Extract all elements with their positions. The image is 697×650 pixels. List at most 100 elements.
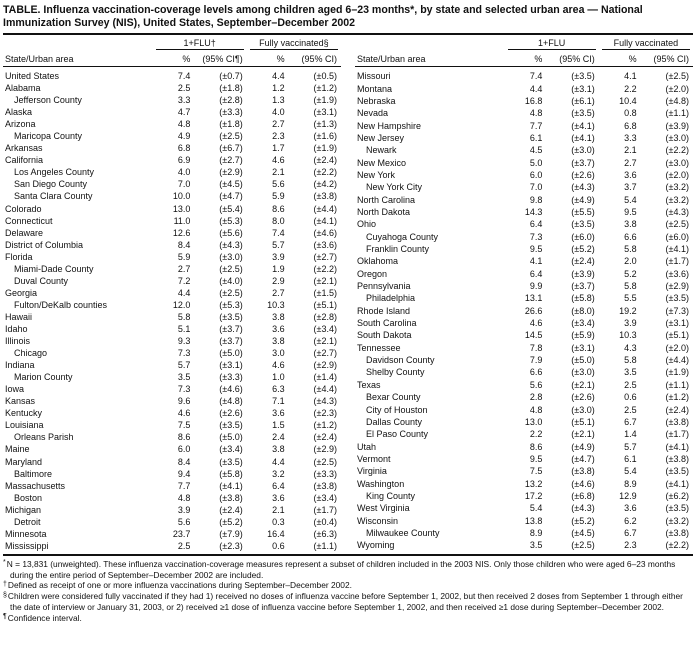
area-name-cell: Boston bbox=[14, 492, 43, 503]
fully-vaccinated-ci-cell: (±1.4) bbox=[313, 372, 337, 383]
flu-percent-cell: 7.0 bbox=[529, 182, 543, 193]
fully-vaccinated-ci-cell: (±1.1) bbox=[313, 540, 337, 551]
table-row: West Virginia 5.4 (±4.3) 3.6 (±3.5) bbox=[355, 502, 693, 514]
flu-ci-cell: (±2.6) bbox=[219, 408, 243, 419]
flu-ci-cell: (±3.5) bbox=[219, 420, 243, 431]
fully-vaccinated-ci-cell: (±2.1) bbox=[313, 275, 337, 286]
flu-percent-cell: 14.5 bbox=[524, 330, 543, 341]
fully-vaccinated-percent-cell: 1.5 bbox=[272, 420, 285, 431]
fully-vaccinated-percent-cell: 3.8 bbox=[272, 311, 285, 322]
footnote: ¶Confidence interval. bbox=[3, 612, 82, 623]
flu-ci-cell: (±3.8) bbox=[571, 466, 595, 477]
table-title: TABLE. Influenza vaccination-coverage le… bbox=[3, 4, 643, 29]
area-name-cell: Missouri bbox=[357, 71, 391, 82]
area-name-cell: Connecticut bbox=[5, 215, 53, 226]
fully-vaccinated-percent-cell: 5.5 bbox=[624, 293, 637, 304]
table-row: Franklin County 9.5 (±5.2) 5.8 (±4.1) bbox=[355, 243, 693, 255]
fully-vaccinated-ci-cell: (±0.5) bbox=[313, 71, 337, 81]
flu-percent-cell: 13.2 bbox=[524, 478, 543, 489]
area-name-cell: Alaska bbox=[5, 107, 33, 118]
fully-vaccinated-ci-cell: (±4.1) bbox=[665, 478, 689, 489]
flu-ci-cell: (±5.2) bbox=[219, 516, 243, 527]
flu-ci-cell: (±1.8) bbox=[219, 119, 243, 130]
fully-vaccinated-ci-cell: (±2.0) bbox=[665, 169, 689, 180]
flu-ci-cell: (±5.5) bbox=[571, 207, 595, 218]
flu-percent-cell: 8.6 bbox=[529, 441, 543, 452]
flu-ci-cell: (±2.5) bbox=[219, 287, 243, 298]
flu-ci-cell: (±4.0) bbox=[219, 275, 243, 286]
fully-vaccinated-ci-cell: (±4.8) bbox=[665, 95, 689, 106]
flu-ci-cell: (±5.9) bbox=[571, 330, 595, 341]
header-state-urban-area: State/Urban area bbox=[355, 50, 505, 67]
fully-vaccinated-ci-cell: (±2.5) bbox=[665, 71, 689, 82]
flu-percent-cell: 17.2 bbox=[524, 490, 543, 501]
flu-ci-cell: (±3.8) bbox=[219, 492, 243, 503]
flu-ci-cell: (±0.7) bbox=[219, 71, 243, 81]
area-name-cell: Jefferson County bbox=[14, 95, 82, 106]
flu-percent-cell: 7.3 bbox=[177, 384, 191, 395]
table-row: Nebraska 16.8 (±6.1) 10.4 (±4.8) bbox=[355, 95, 693, 107]
group-header-fully-vaccinated: Fully vaccinated§ bbox=[249, 38, 338, 50]
area-name-cell: New Jersey bbox=[357, 132, 405, 143]
area-name-cell: Utah bbox=[357, 441, 377, 452]
fully-vaccinated-ci-cell: (±3.8) bbox=[313, 191, 337, 202]
flu-ci-cell: (±3.1) bbox=[219, 360, 243, 371]
flu-ci-cell: (±3.3) bbox=[219, 107, 243, 118]
header-95ci: (95% CI) bbox=[542, 50, 599, 67]
fully-vaccinated-ci-cell: (±2.1) bbox=[313, 336, 337, 347]
flu-percent-cell: 4.6 bbox=[177, 408, 191, 419]
fully-vaccinated-percent-cell: 4.6 bbox=[272, 360, 285, 371]
flu-ci-cell: (±4.1) bbox=[571, 120, 595, 131]
header-percent: % bbox=[246, 50, 285, 67]
table-row: Alabama 2.5 (±1.8) 1.2 (±1.2) bbox=[3, 82, 341, 94]
flu-percent-cell: 7.4 bbox=[529, 71, 543, 82]
area-name-cell: Massachusetts bbox=[5, 480, 66, 491]
fully-vaccinated-percent-cell: 5.4 bbox=[624, 466, 637, 477]
flu-ci-cell: (±4.5) bbox=[219, 179, 243, 190]
footnote-marker: § bbox=[3, 591, 7, 599]
fully-vaccinated-ci-cell: (±1.9) bbox=[665, 367, 689, 378]
table-row: New York 6.0 (±2.6) 3.6 (±2.0) bbox=[355, 169, 693, 181]
flu-ci-cell: (±2.5) bbox=[219, 131, 243, 142]
flu-percent-cell: 13.1 bbox=[524, 293, 543, 304]
table-row: Shelby County 6.6 (±3.0) 3.5 (±1.9) bbox=[355, 366, 693, 378]
fully-vaccinated-percent-cell: 4.1 bbox=[624, 71, 637, 82]
table-row: Jefferson County 3.3 (±2.8) 1.3 (±1.9) bbox=[3, 94, 341, 106]
fully-vaccinated-percent-cell: 3.6 bbox=[272, 408, 285, 419]
area-name-cell: Franklin County bbox=[366, 244, 430, 255]
fully-vaccinated-ci-cell: (±1.2) bbox=[313, 83, 337, 94]
table-row: District of Columbia 8.4 (±4.3) 5.7 (±3.6) bbox=[3, 239, 341, 251]
fully-vaccinated-percent-cell: 10.4 bbox=[619, 95, 637, 106]
flu-ci-cell: (±6.8) bbox=[571, 490, 595, 501]
fully-vaccinated-percent-cell: 3.8 bbox=[272, 336, 285, 347]
area-name-cell: South Carolina bbox=[357, 318, 417, 329]
flu-ci-cell: (±5.8) bbox=[219, 468, 243, 479]
flu-percent-cell: 2.5 bbox=[177, 540, 191, 551]
table-row: City of Houston 4.8 (±3.0) 2.5 (±2.4) bbox=[355, 403, 693, 415]
table-row: Indiana 5.7 (±3.1) 4.6 (±2.9) bbox=[3, 359, 341, 371]
table-row: Orleans Parish 8.6 (±5.0) 2.4 (±2.4) bbox=[3, 431, 341, 443]
flu-percent-cell: 4.4 bbox=[177, 287, 191, 298]
fully-vaccinated-percent-cell: 16.4 bbox=[267, 528, 285, 539]
flu-percent-cell: 4.4 bbox=[529, 83, 543, 94]
area-name-cell: Arizona bbox=[5, 119, 36, 130]
area-name-cell: El Paso County bbox=[366, 429, 429, 440]
area-name-cell: Colorado bbox=[5, 203, 42, 214]
table-row: Miami-Dade County 2.7 (±2.5) 1.9 (±2.2) bbox=[3, 263, 341, 275]
fully-vaccinated-ci-cell: (±1.5) bbox=[313, 287, 337, 298]
fully-vaccinated-percent-cell: 19.2 bbox=[619, 305, 637, 316]
area-name-cell: Milwaukee County bbox=[366, 527, 440, 538]
area-name-cell: Alabama bbox=[5, 83, 41, 94]
flu-ci-cell: (±3.5) bbox=[571, 71, 595, 82]
flu-percent-cell: 23.7 bbox=[172, 528, 191, 539]
fully-vaccinated-percent-cell: 1.4 bbox=[624, 429, 637, 440]
fully-vaccinated-percent-cell: 8.9 bbox=[624, 478, 637, 489]
fully-vaccinated-ci-cell: (±4.4) bbox=[313, 203, 337, 214]
area-name-cell: Kansas bbox=[5, 396, 36, 407]
column-group-header-row: 1+FLU† Fully vaccinated§ bbox=[3, 36, 341, 50]
area-name-cell: New Mexico bbox=[357, 157, 407, 168]
fully-vaccinated-ci-cell: (±3.5) bbox=[665, 466, 689, 477]
fully-vaccinated-ci-cell: (±2.4) bbox=[313, 155, 337, 166]
flu-percent-cell: 5.0 bbox=[529, 157, 543, 168]
fully-vaccinated-ci-cell: (±4.1) bbox=[313, 215, 337, 226]
